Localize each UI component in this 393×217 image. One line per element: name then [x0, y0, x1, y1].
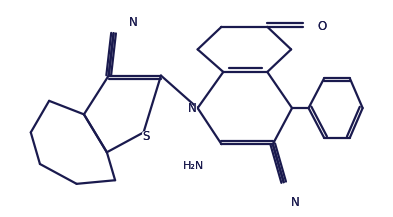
- Text: N: N: [187, 102, 198, 115]
- Text: N: N: [128, 16, 139, 30]
- Text: N: N: [188, 102, 197, 115]
- Text: O: O: [317, 20, 326, 33]
- Text: N: N: [290, 196, 301, 209]
- Text: S: S: [141, 130, 150, 143]
- Text: N: N: [291, 196, 299, 209]
- Text: S: S: [142, 130, 149, 143]
- Text: O: O: [317, 20, 326, 33]
- Text: N: N: [129, 16, 138, 30]
- Text: O: O: [316, 20, 327, 33]
- Text: H₂N: H₂N: [184, 161, 205, 171]
- Text: H₂N: H₂N: [184, 161, 205, 171]
- Text: N: N: [291, 196, 299, 209]
- Text: S: S: [142, 130, 149, 143]
- Text: N: N: [188, 102, 197, 115]
- Text: N: N: [129, 16, 138, 30]
